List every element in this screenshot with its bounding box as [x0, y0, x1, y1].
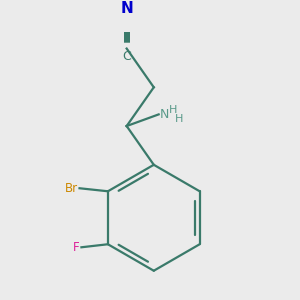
Text: F: F [73, 241, 80, 254]
Text: C: C [122, 50, 131, 64]
Text: H: H [175, 114, 183, 124]
Text: Br: Br [64, 182, 78, 195]
Text: N: N [120, 1, 133, 16]
Text: N: N [159, 108, 169, 121]
Text: H: H [169, 105, 178, 115]
